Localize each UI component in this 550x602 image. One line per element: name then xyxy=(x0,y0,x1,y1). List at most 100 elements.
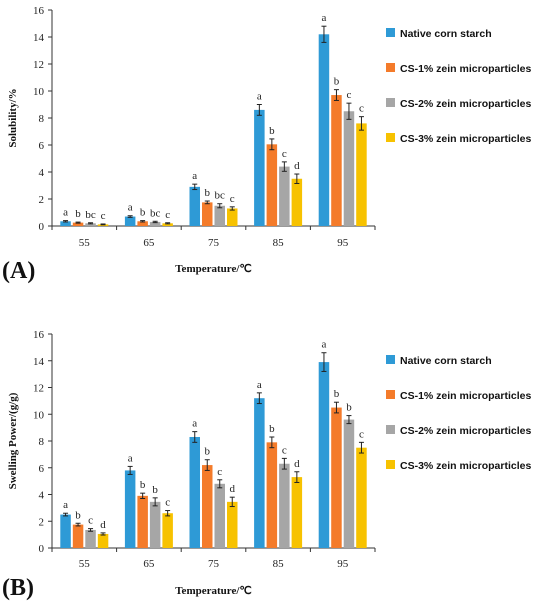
y-tick-label: 12 xyxy=(33,383,44,395)
significance-letter: b xyxy=(334,388,340,400)
x-tick-label: 75 xyxy=(208,237,220,249)
bar xyxy=(85,529,96,548)
bar xyxy=(202,465,213,548)
legend-swatch xyxy=(386,355,395,364)
bar xyxy=(214,205,225,226)
x-tick-label: 95 xyxy=(337,558,349,570)
significance-letter: b xyxy=(205,187,211,199)
bar xyxy=(189,186,200,226)
x-tick-label: 55 xyxy=(79,558,91,570)
significance-letter: b xyxy=(205,446,211,458)
significance-letter: a xyxy=(128,452,133,464)
y-tick-label: 4 xyxy=(39,167,45,179)
y-tick-label: 2 xyxy=(39,194,45,206)
y-tick-label: 16 xyxy=(33,329,45,341)
bar xyxy=(97,533,109,548)
significance-letter: b xyxy=(152,484,158,496)
bar xyxy=(227,208,238,226)
significance-letter: bc xyxy=(215,190,226,202)
bar xyxy=(266,144,278,226)
y-tick-label: 0 xyxy=(39,221,45,233)
y-tick-label: 4 xyxy=(39,490,45,502)
legend-label: Native corn starch xyxy=(400,355,492,367)
panel-label: (A) xyxy=(2,258,35,284)
bar xyxy=(214,483,225,548)
significance-letter: c xyxy=(282,148,287,160)
bar xyxy=(356,123,367,226)
y-tick-label: 8 xyxy=(39,436,45,448)
x-tick-label: 65 xyxy=(143,237,155,249)
significance-letter: c xyxy=(282,444,287,456)
significance-letter: d xyxy=(294,458,300,470)
significance-letter: b xyxy=(140,479,146,491)
x-tick-label: 55 xyxy=(79,237,91,249)
y-tick-label: 2 xyxy=(39,516,45,528)
legend-swatch xyxy=(386,28,395,37)
legend-swatch xyxy=(386,63,395,72)
y-tick-label: 10 xyxy=(33,86,45,98)
significance-letter: a xyxy=(63,499,68,511)
bar xyxy=(149,501,161,548)
bar xyxy=(266,442,278,548)
bar xyxy=(291,178,303,226)
legend-label: CS-1% zein microparticles xyxy=(400,63,531,75)
significance-letter: a xyxy=(63,207,68,219)
significance-letter: c xyxy=(165,209,170,221)
x-tick-label: 85 xyxy=(273,558,285,570)
significance-letter: d xyxy=(294,160,300,172)
bar xyxy=(356,447,367,548)
bar xyxy=(318,362,330,548)
significance-letter: c xyxy=(101,210,106,222)
significance-letter: d xyxy=(230,483,236,495)
significance-letter: a xyxy=(322,339,327,351)
bar xyxy=(189,436,200,548)
legend-label: CS-3% zein microparticles xyxy=(400,460,531,472)
legend-label: CS-2% zein microparticles xyxy=(400,425,531,437)
legend-swatch xyxy=(386,390,395,399)
significance-letter: a xyxy=(192,170,197,182)
significance-letter: c xyxy=(217,466,222,478)
y-tick-label: 14 xyxy=(33,32,45,44)
bar xyxy=(343,111,355,226)
significance-letter: a xyxy=(257,91,262,103)
significance-letter: b xyxy=(346,402,352,414)
legend-label: CS-2% zein microparticles xyxy=(400,98,531,110)
bar xyxy=(279,463,290,548)
significance-letter: c xyxy=(359,103,364,115)
bar xyxy=(291,477,303,548)
bar xyxy=(124,470,136,548)
bar xyxy=(343,419,355,548)
bar xyxy=(72,222,84,226)
y-axis-title: Swelling Power/(g/g) xyxy=(7,392,19,489)
bar xyxy=(318,34,330,226)
bar xyxy=(162,513,173,548)
y-tick-label: 10 xyxy=(33,409,45,421)
significance-letter: a xyxy=(192,418,197,430)
significance-letter: c xyxy=(359,428,364,440)
bar xyxy=(202,202,213,226)
y-tick-label: 12 xyxy=(33,59,44,71)
significance-letter: a xyxy=(257,379,262,391)
bar xyxy=(331,407,342,548)
bar xyxy=(149,221,161,226)
bar xyxy=(227,501,238,548)
significance-letter: a xyxy=(322,12,327,24)
significance-letter: b xyxy=(75,509,81,521)
significance-letter: c xyxy=(165,497,170,509)
legend-swatch xyxy=(386,133,395,142)
y-tick-label: 0 xyxy=(39,543,45,555)
legend-label: CS-3% zein microparticles xyxy=(400,133,531,145)
x-axis-title: Temperature/℃ xyxy=(175,585,252,597)
significance-letter: c xyxy=(88,515,93,527)
y-tick-label: 8 xyxy=(39,113,45,125)
x-tick-label: 85 xyxy=(273,237,285,249)
panel-label: (B) xyxy=(2,575,34,601)
bar xyxy=(60,514,71,548)
significance-letter: bc xyxy=(85,209,96,221)
y-tick-label: 6 xyxy=(39,140,45,152)
x-tick-label: 75 xyxy=(208,558,220,570)
y-axis-title: Solubility/% xyxy=(7,88,19,147)
bar xyxy=(331,95,342,226)
